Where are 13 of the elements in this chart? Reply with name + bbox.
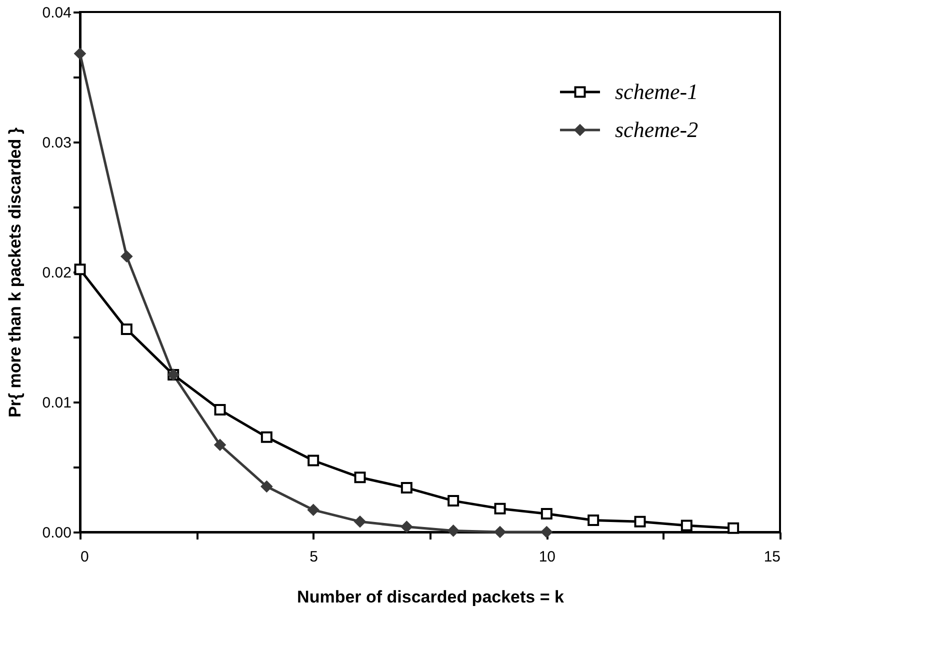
y-tick-label: 0.02 <box>42 264 72 282</box>
y-tick-label: 0.01 <box>42 394 72 412</box>
x-tick-label: 0 <box>80 548 89 566</box>
x-tick-label: 5 <box>310 548 318 566</box>
x-tick-label: 10 <box>538 548 556 566</box>
legend-label: scheme-2 <box>615 117 698 142</box>
x-axis-title: Number of discarded packets = k <box>297 588 564 606</box>
legend-label: scheme-1 <box>615 79 698 104</box>
y-tick-label: 0.00 <box>42 524 72 542</box>
y-tick-label: 0.03 <box>42 134 72 152</box>
y-tick-label: 0.04 <box>42 4 72 22</box>
y-axis-title: Pr{ more than k packets discarded } <box>5 127 24 418</box>
x-tick-label: 15 <box>764 548 780 566</box>
